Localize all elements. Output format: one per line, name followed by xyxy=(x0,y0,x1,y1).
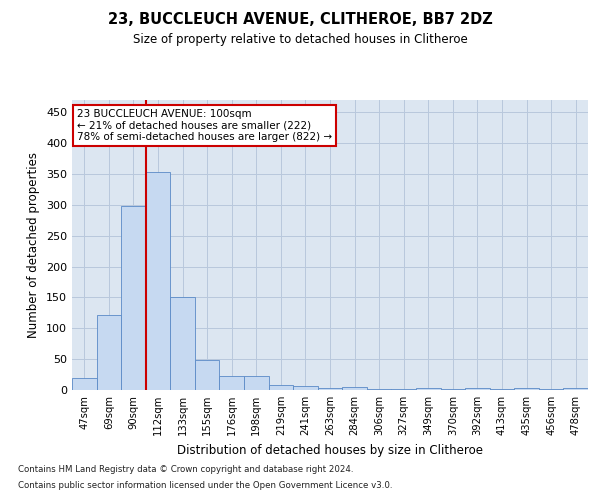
Bar xyxy=(220,376,244,390)
Text: Contains HM Land Registry data © Crown copyright and database right 2024.: Contains HM Land Registry data © Crown c… xyxy=(18,466,353,474)
Y-axis label: Number of detached properties: Number of detached properties xyxy=(28,152,40,338)
Bar xyxy=(121,206,146,390)
Bar xyxy=(195,360,220,390)
Bar xyxy=(72,378,97,390)
Bar xyxy=(269,385,293,390)
Bar xyxy=(465,388,490,390)
X-axis label: Distribution of detached houses by size in Clitheroe: Distribution of detached houses by size … xyxy=(177,444,483,456)
Bar xyxy=(293,386,318,390)
Bar xyxy=(170,298,195,390)
Bar xyxy=(342,387,367,390)
Bar xyxy=(97,314,121,390)
Bar xyxy=(514,388,539,390)
Bar xyxy=(244,376,269,390)
Bar xyxy=(391,389,416,390)
Bar xyxy=(318,388,342,390)
Bar xyxy=(146,172,170,390)
Bar xyxy=(416,388,440,390)
Text: 23 BUCCLEUCH AVENUE: 100sqm
← 21% of detached houses are smaller (222)
78% of se: 23 BUCCLEUCH AVENUE: 100sqm ← 21% of det… xyxy=(77,108,332,142)
Bar xyxy=(367,389,391,390)
Text: Size of property relative to detached houses in Clitheroe: Size of property relative to detached ho… xyxy=(133,32,467,46)
Text: Contains public sector information licensed under the Open Government Licence v3: Contains public sector information licen… xyxy=(18,480,392,490)
Text: 23, BUCCLEUCH AVENUE, CLITHEROE, BB7 2DZ: 23, BUCCLEUCH AVENUE, CLITHEROE, BB7 2DZ xyxy=(107,12,493,28)
Bar xyxy=(563,388,588,390)
